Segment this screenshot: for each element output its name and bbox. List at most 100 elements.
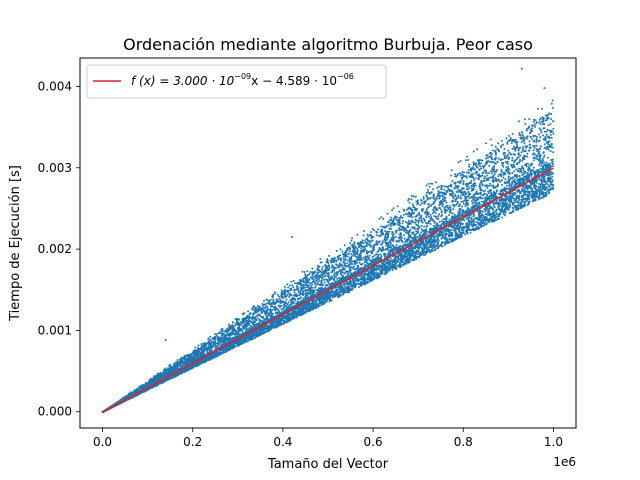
scatter-point [464, 195, 466, 198]
scatter-point [466, 206, 469, 209]
scatter-point [433, 215, 436, 218]
scatter-point [400, 228, 403, 231]
scatter-point [528, 200, 531, 203]
scatter-point [451, 180, 454, 183]
scatter-point [488, 189, 491, 192]
scatter-point [251, 306, 254, 309]
scatter-point [318, 265, 321, 268]
scatter-point [549, 134, 552, 136]
scatter-point [257, 317, 260, 320]
scatter-point [350, 258, 353, 261]
scatter-point [297, 291, 300, 294]
scatter-point [263, 299, 265, 302]
scatter-point [527, 168, 529, 171]
scatter-point [548, 129, 551, 132]
scatter-point [523, 118, 526, 121]
scatter-point [392, 221, 395, 224]
scatter-point [545, 148, 548, 150]
scatter-point [550, 143, 553, 146]
scatter-point [510, 142, 513, 144]
scatter-point [456, 173, 459, 176]
scatter-point [532, 140, 535, 143]
scatter-point [454, 200, 457, 202]
scatter-point [391, 262, 394, 265]
scatter-point [413, 206, 416, 209]
scatter-point [491, 158, 494, 161]
scatter-point [398, 210, 401, 213]
scatter-point [362, 234, 365, 237]
scatter-point [524, 122, 527, 125]
scatter-point [528, 140, 531, 143]
scatter-point [445, 201, 448, 204]
scatter-point [373, 255, 375, 257]
scatter-point [511, 159, 514, 162]
scatter-point [451, 215, 454, 218]
scatter-point [510, 187, 513, 190]
scatter-point [474, 184, 477, 187]
scatter-points [101, 67, 555, 413]
scatter-point [542, 120, 545, 123]
scatter-point [350, 239, 353, 242]
scatter-point [371, 258, 374, 261]
scatter-point [396, 261, 399, 263]
scatter-point [346, 265, 349, 268]
scatter-point [484, 198, 487, 201]
scatter-point [340, 268, 343, 271]
scatter-point [476, 166, 479, 169]
scatter-point [550, 177, 553, 180]
scatter-point [485, 142, 488, 145]
scatter-point [516, 143, 518, 146]
scatter-point [504, 161, 507, 163]
scatter-point [490, 156, 493, 159]
scatter-point [197, 344, 200, 347]
scatter-point [333, 268, 336, 271]
scatter-point [305, 294, 308, 297]
scatter-point [402, 228, 405, 231]
scatter-point [232, 321, 235, 324]
scatter-point [551, 161, 553, 164]
scatter-point [532, 125, 534, 127]
scatter-point [270, 303, 273, 306]
scatter-point [467, 194, 470, 197]
scatter-point [526, 135, 529, 138]
scatter-point [347, 252, 350, 255]
scatter-point [342, 257, 345, 260]
scatter-point [434, 215, 437, 218]
scatter-point [550, 159, 553, 161]
scatter-point [502, 162, 505, 164]
scatter-point [183, 354, 186, 357]
scatter-point [547, 192, 550, 195]
scatter-point [511, 183, 514, 186]
scatter-point [386, 271, 389, 274]
scatter-point [467, 191, 470, 194]
scatter-point [511, 157, 514, 159]
scatter-point [539, 123, 542, 126]
scatter-point [397, 224, 400, 226]
scatter-point [513, 145, 515, 148]
scatter-point [481, 210, 484, 213]
scatter-point [408, 249, 411, 252]
scatter-point [462, 194, 464, 197]
scatter-point [323, 281, 326, 284]
scatter-point [518, 120, 520, 123]
scatter-point [385, 261, 388, 264]
scatter-point [545, 119, 548, 122]
scatter-point [401, 222, 404, 225]
scatter-point [547, 124, 550, 127]
scatter-point [454, 198, 457, 201]
scatter-point [348, 256, 351, 259]
scatter-point [469, 192, 472, 195]
scatter-point [434, 235, 437, 238]
scatter-point [353, 241, 356, 244]
scatter-point [334, 275, 337, 278]
scatter-point [429, 223, 432, 225]
scatter-point [507, 209, 510, 211]
scatter-point [483, 164, 486, 167]
scatter-point [380, 249, 383, 251]
scatter-point [451, 203, 454, 206]
scatter-point [395, 262, 397, 265]
scatter-point [365, 250, 368, 252]
scatter-point [452, 239, 455, 242]
scatter-point [207, 337, 210, 340]
scatter-point [425, 216, 428, 218]
